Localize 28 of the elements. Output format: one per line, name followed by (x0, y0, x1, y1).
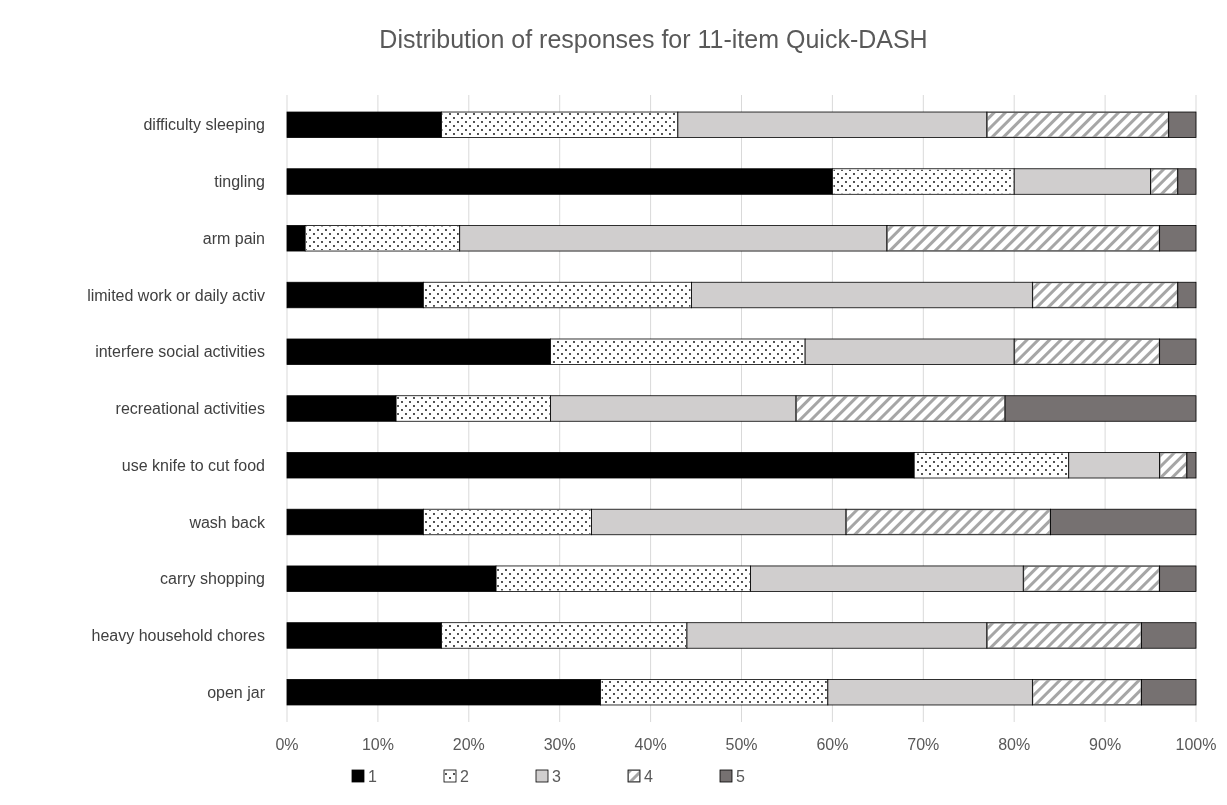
y-tick-label: carry shopping (160, 570, 265, 588)
y-tick-label: tingling (214, 173, 265, 191)
x-tick-label: 30% (543, 736, 576, 753)
x-tick-label: 50% (725, 736, 758, 753)
x-tick-label: 60% (816, 736, 849, 753)
x-tick-label: 40% (634, 736, 667, 753)
y-tick-label: arm pain (202, 229, 265, 247)
legend-label: 3 (552, 768, 561, 785)
x-tick-label: 10% (361, 736, 394, 753)
legend-label: 5 (736, 768, 745, 785)
x-tick-label: 20% (452, 736, 485, 753)
legend-label: 2 (460, 768, 469, 785)
y-tick-label: open jar (207, 683, 266, 701)
x-tick-label: 90% (1089, 736, 1122, 753)
x-tick-label: 80% (998, 736, 1031, 753)
y-tick-label: interfere social activities (95, 343, 265, 361)
y-tick-label: difficulty sleeping (143, 116, 265, 134)
x-tick-label: 100% (1175, 736, 1217, 753)
y-tick-label: wash back (188, 513, 266, 531)
y-tick-label: recreational activities (115, 400, 265, 418)
x-tick-label: 70% (907, 736, 940, 753)
chart-title: Distribution of responses for 11-item Quick-DASH (379, 25, 928, 53)
y-tick-label: heavy household chores (91, 627, 265, 645)
y-tick-label: use knife to cut food (121, 456, 265, 474)
x-tick-label: 0% (275, 736, 299, 753)
y-tick-label: limited work or daily activ (87, 286, 265, 304)
legend-label: 4 (644, 768, 653, 785)
legend-label: 1 (368, 768, 377, 785)
